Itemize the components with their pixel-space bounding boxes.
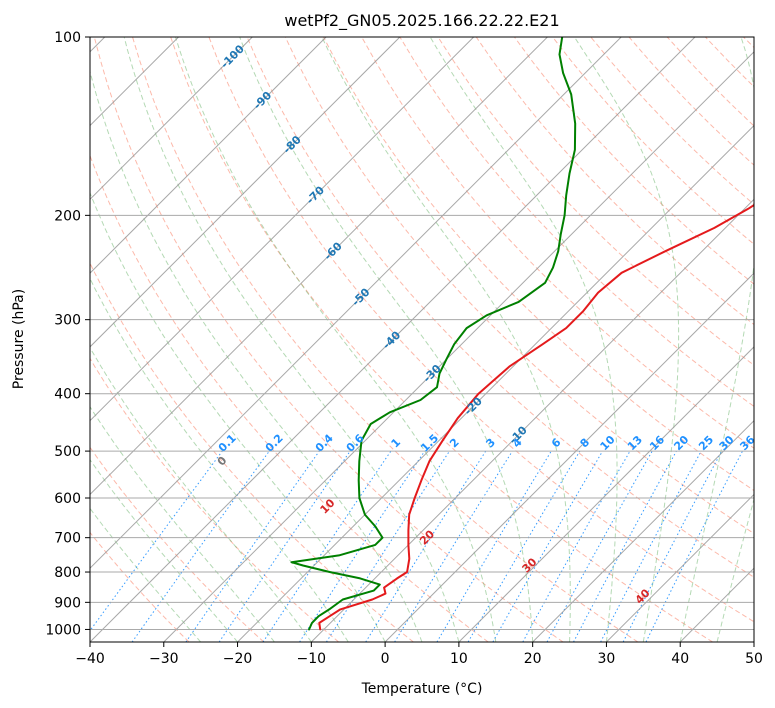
moist-adiabat-line [90,277,349,642]
isotherm-line [90,37,475,422]
dry-adiabat-line [90,531,190,642]
x-tick-label: 40 [671,651,689,667]
x-axis: −40 −30 −20 −10 0 10 20 30 40 50 [75,642,763,667]
moist-adiabat-line [90,405,275,642]
dry-adiabat-line [208,37,754,623]
moist-adiabat-line [573,37,680,642]
x-tick-label: −30 [149,651,179,667]
isotherm-line [90,37,253,201]
moist-adiabat-line [321,37,571,642]
x-tick-label: −10 [297,651,327,667]
isotherm-line [237,124,754,642]
mixing-ratio-line [262,450,392,642]
dry-adiabat-line [90,446,265,642]
isotherm-line [90,37,401,348]
chart-title: wetPf2_GN05.2025.166.22.22.E21 [284,11,559,31]
isotherm-line [90,37,622,569]
dry-adiabat-line [323,37,754,492]
profile-traces [290,37,754,631]
y-tick-label: 100 [54,30,81,46]
dry-adiabat-line [93,37,564,642]
dewpoint-trace [290,37,577,631]
mixing-ratio-line [573,450,677,642]
y-axis: 100 200 300 400 500 600 700 800 900 1000 [45,30,90,638]
dry-adiabat-line [361,37,754,449]
mixing-ratio-line [299,450,426,642]
mixing-ratio-line [522,450,631,642]
dry-adiabat-line [284,37,754,535]
x-axis-title: Temperature (°C) [361,681,483,697]
moist-adiabat-line [429,37,618,642]
y-tick-label: 300 [54,313,81,329]
isotherm-line [163,51,754,642]
mixing-ratio-line [645,450,743,642]
background-lines [90,37,754,642]
mixing-ratio-line [325,450,450,642]
mixing-ratio-line [90,450,223,632]
isotherm-line [532,419,754,642]
dry-adiabat-line [170,37,713,642]
temperature-trace [318,203,754,631]
mixing-ratio-line [394,450,513,642]
isotherm-line [90,37,327,274]
y-axis-title: Pressure (hPa) [11,289,27,389]
y-tick-label: 400 [54,387,81,403]
y-tick-label: 700 [54,531,81,547]
dry-adiabat-line [437,37,754,366]
x-tick-label: 30 [598,651,616,667]
x-tick-label: 20 [524,651,542,667]
mixing-ratio-line [185,450,320,642]
dry-adiabat-line [90,154,489,642]
isotherm-line [458,346,754,642]
pressure-gridlines [90,37,754,630]
x-tick-label: 0 [381,651,390,667]
y-tick-label: 800 [54,565,81,581]
x-tick-label: 50 [745,651,763,667]
moist-adiabat-line [175,37,497,642]
isotherm-line [606,493,754,642]
plot-frame [89,36,755,643]
mixing-ratio-line [218,450,351,642]
x-tick-label: −40 [75,651,105,667]
dry-adiabat-line [90,262,414,642]
moist-adiabat-line [679,37,754,642]
isotherm-line [90,37,696,642]
y-tick-label: 600 [54,491,81,507]
y-tick-label: 1000 [45,622,81,638]
y-tick-label: 200 [54,208,81,224]
isotherm-line [90,37,548,496]
y-tick-label: 900 [54,595,81,611]
x-tick-label: −20 [223,651,253,667]
isotherm-line [384,272,754,642]
moist-adiabat-line [716,497,754,642]
moist-adiabat-line [90,458,238,642]
moist-adiabat-line [123,37,460,642]
y-tick-label: 500 [54,444,81,460]
mixing-ratio-line [546,450,653,642]
isotherm-line [310,198,754,642]
dry-adiabat-line [132,37,639,642]
moist-adiabat-line [239,37,534,642]
moist-adiabat-line [90,191,386,642]
x-tick-label: 10 [450,651,468,667]
mixing-ratio-line [131,450,270,642]
dry-adiabat-line [90,357,339,642]
